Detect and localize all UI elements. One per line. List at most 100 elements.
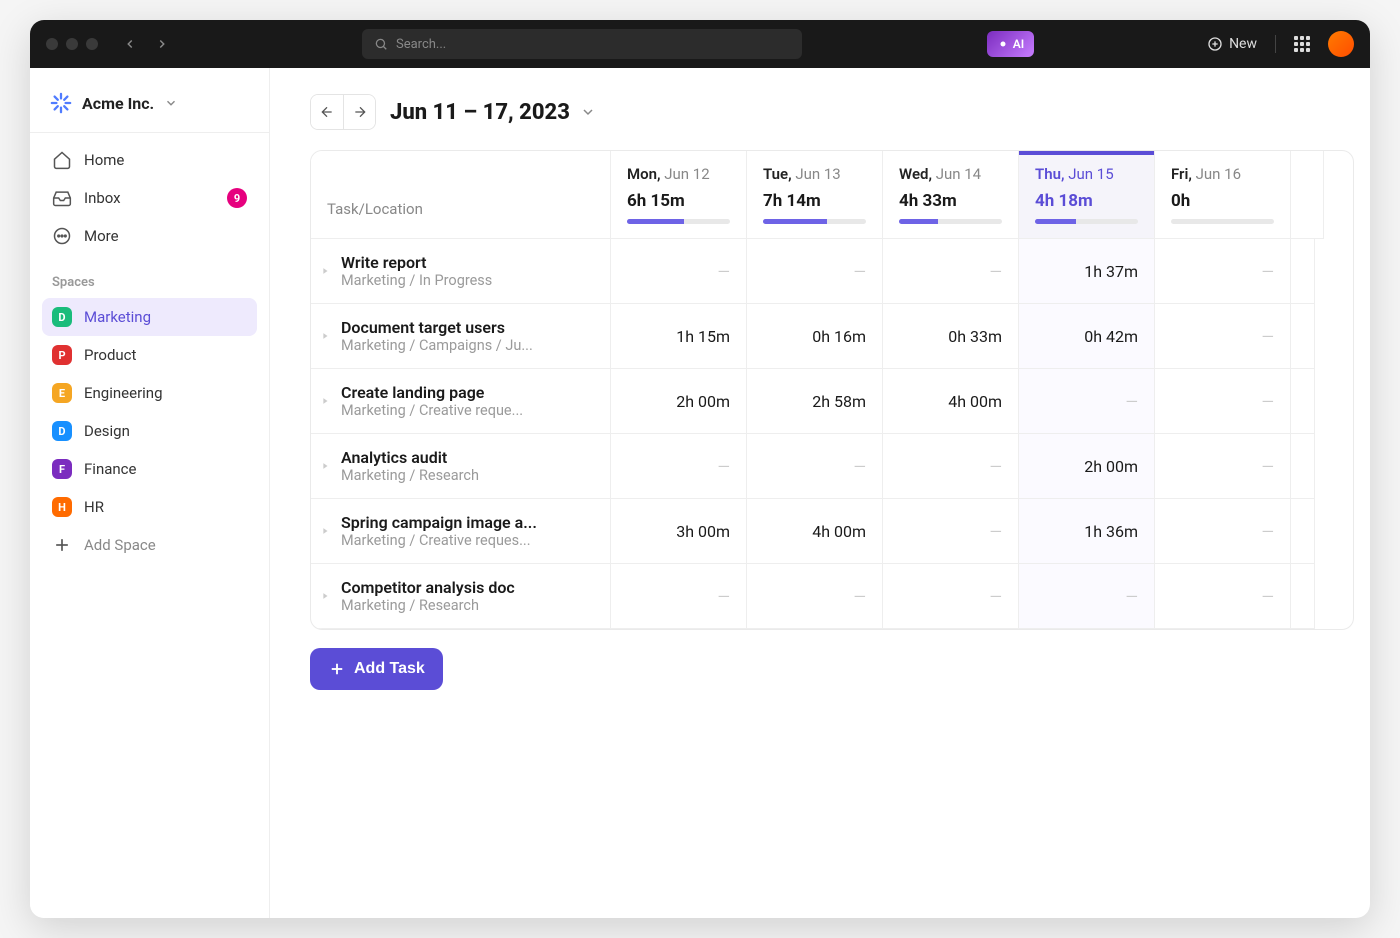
plus-icon bbox=[52, 535, 72, 555]
sidebar-space-finance[interactable]: FFinance bbox=[42, 450, 257, 488]
sidebar-space-design[interactable]: DDesign bbox=[42, 412, 257, 450]
day-label: Fri, Jun 16 bbox=[1171, 165, 1274, 183]
task-row-4[interactable]: Spring campaign image a...Marketing / Cr… bbox=[311, 499, 611, 564]
task-text: Analytics auditMarketing / Research bbox=[341, 448, 479, 484]
task-row-1[interactable]: Document target usersMarketing / Campaig… bbox=[311, 304, 611, 369]
nav-more[interactable]: More bbox=[42, 217, 257, 255]
close-window-button[interactable] bbox=[46, 38, 58, 50]
window-controls bbox=[46, 38, 98, 50]
sidebar-space-product[interactable]: PProduct bbox=[42, 336, 257, 374]
column-header-day-3[interactable]: Thu, Jun 154h 18m bbox=[1019, 151, 1155, 239]
new-button[interactable]: New bbox=[1207, 36, 1257, 52]
time-cell-1-3[interactable]: 0h 42m bbox=[1019, 304, 1155, 369]
user-avatar[interactable] bbox=[1328, 31, 1354, 57]
global-search[interactable]: Search... bbox=[362, 29, 802, 59]
day-label: Tue, Jun 13 bbox=[763, 165, 866, 183]
time-cell-4-3[interactable]: 1h 36m bbox=[1019, 499, 1155, 564]
task-title: Competitor analysis doc bbox=[341, 578, 515, 597]
time-cell-4-1[interactable]: 4h 00m bbox=[747, 499, 883, 564]
sidebar-space-hr[interactable]: HHR bbox=[42, 488, 257, 526]
time-cell-5-1[interactable]: — bbox=[747, 564, 883, 629]
time-cell-2-3[interactable]: — bbox=[1019, 369, 1155, 434]
time-cell-1-0[interactable]: 1h 15m bbox=[611, 304, 747, 369]
time-cell-4-4[interactable]: — bbox=[1155, 499, 1291, 564]
time-cell-5-4[interactable]: — bbox=[1155, 564, 1291, 629]
apps-grid-icon[interactable] bbox=[1294, 36, 1310, 52]
task-text: Document target usersMarketing / Campaig… bbox=[341, 318, 533, 354]
time-cell-5-0[interactable]: — bbox=[611, 564, 747, 629]
column-header-day-0[interactable]: Mon, Jun 126h 15m bbox=[611, 151, 747, 239]
task-row-2[interactable]: Create landing pageMarketing / Creative … bbox=[311, 369, 611, 434]
maximize-window-button[interactable] bbox=[86, 38, 98, 50]
time-cell-3-2[interactable]: — bbox=[883, 434, 1019, 499]
time-cell-2-2[interactable]: 4h 00m bbox=[883, 369, 1019, 434]
column-header-day-4[interactable]: Fri, Jun 16 0h bbox=[1155, 151, 1291, 239]
add-space-button[interactable]: Add Space bbox=[42, 526, 257, 564]
time-cell-1-1[interactable]: 0h 16m bbox=[747, 304, 883, 369]
task-row-0[interactable]: Write reportMarketing / In Progress bbox=[311, 239, 611, 304]
time-cell-1-4[interactable]: — bbox=[1155, 304, 1291, 369]
sidebar: Acme Inc. Home Inbox 9 More Spaces DMark… bbox=[30, 68, 270, 918]
row-overflow bbox=[1291, 239, 1315, 304]
time-cell-0-2[interactable]: — bbox=[883, 239, 1019, 304]
expand-icon[interactable] bbox=[319, 396, 331, 406]
day-total: 4h 18m bbox=[1035, 191, 1138, 211]
day-progress-bar bbox=[627, 219, 730, 224]
column-header-day-2[interactable]: Wed, Jun 144h 33m bbox=[883, 151, 1019, 239]
plus-circle-icon bbox=[1207, 36, 1223, 52]
day-total: 0h bbox=[1171, 191, 1274, 211]
sidebar-space-marketing[interactable]: DMarketing bbox=[42, 298, 257, 336]
task-row-5[interactable]: Competitor analysis docMarketing / Resea… bbox=[311, 564, 611, 629]
row-overflow bbox=[1291, 304, 1315, 369]
sidebar-space-engineering[interactable]: EEngineering bbox=[42, 374, 257, 412]
sparkle-icon bbox=[997, 38, 1009, 50]
next-week-button[interactable] bbox=[343, 95, 375, 129]
time-cell-3-1[interactable]: — bbox=[747, 434, 883, 499]
add-task-button[interactable]: Add Task bbox=[310, 648, 443, 690]
time-cell-0-0[interactable]: — bbox=[611, 239, 747, 304]
expand-icon[interactable] bbox=[319, 266, 331, 276]
task-text: Competitor analysis docMarketing / Resea… bbox=[341, 578, 515, 614]
history-forward-button[interactable] bbox=[150, 32, 174, 56]
main-content: Jun 11 – 17, 2023 Task/LocationMon, Jun … bbox=[270, 68, 1370, 918]
task-row-3[interactable]: Analytics auditMarketing / Research bbox=[311, 434, 611, 499]
prev-week-button[interactable] bbox=[311, 95, 343, 129]
nav-inbox[interactable]: Inbox 9 bbox=[42, 179, 257, 217]
expand-icon[interactable] bbox=[319, 461, 331, 471]
date-range-dropdown[interactable]: Jun 11 – 17, 2023 bbox=[390, 100, 596, 125]
workspace-switcher[interactable]: Acme Inc. bbox=[42, 86, 257, 132]
time-cell-1-2[interactable]: 0h 33m bbox=[883, 304, 1019, 369]
home-icon bbox=[52, 150, 72, 170]
time-cell-4-0[interactable]: 3h 00m bbox=[611, 499, 747, 564]
add-space-label: Add Space bbox=[84, 536, 156, 554]
new-label: New bbox=[1229, 36, 1257, 52]
time-cell-5-2[interactable]: — bbox=[883, 564, 1019, 629]
space-badge-icon: D bbox=[52, 307, 72, 327]
time-cell-0-1[interactable]: — bbox=[747, 239, 883, 304]
time-cell-4-2[interactable]: — bbox=[883, 499, 1019, 564]
minimize-window-button[interactable] bbox=[66, 38, 78, 50]
day-total: 4h 33m bbox=[899, 191, 1002, 211]
expand-icon[interactable] bbox=[319, 526, 331, 536]
nav-home[interactable]: Home bbox=[42, 141, 257, 179]
time-cell-2-0[interactable]: 2h 00m bbox=[611, 369, 747, 434]
time-cell-3-0[interactable]: — bbox=[611, 434, 747, 499]
expand-icon[interactable] bbox=[319, 331, 331, 341]
task-path: Marketing / Research bbox=[341, 467, 479, 484]
column-header-day-1[interactable]: Tue, Jun 137h 14m bbox=[747, 151, 883, 239]
time-cell-5-3[interactable]: — bbox=[1019, 564, 1155, 629]
time-cell-0-4[interactable]: — bbox=[1155, 239, 1291, 304]
divider bbox=[1275, 35, 1276, 53]
ai-button[interactable]: AI bbox=[987, 31, 1034, 57]
add-task-label: Add Task bbox=[354, 660, 425, 678]
time-cell-3-3[interactable]: 2h 00m bbox=[1019, 434, 1155, 499]
expand-icon[interactable] bbox=[319, 591, 331, 601]
time-cell-3-4[interactable]: — bbox=[1155, 434, 1291, 499]
date-header: Jun 11 – 17, 2023 bbox=[310, 94, 1354, 130]
space-label: Finance bbox=[84, 460, 136, 478]
time-cell-2-1[interactable]: 2h 58m bbox=[747, 369, 883, 434]
history-back-button[interactable] bbox=[118, 32, 142, 56]
plus-icon bbox=[328, 660, 346, 678]
time-cell-0-3[interactable]: 1h 37m bbox=[1019, 239, 1155, 304]
time-cell-2-4[interactable]: — bbox=[1155, 369, 1291, 434]
